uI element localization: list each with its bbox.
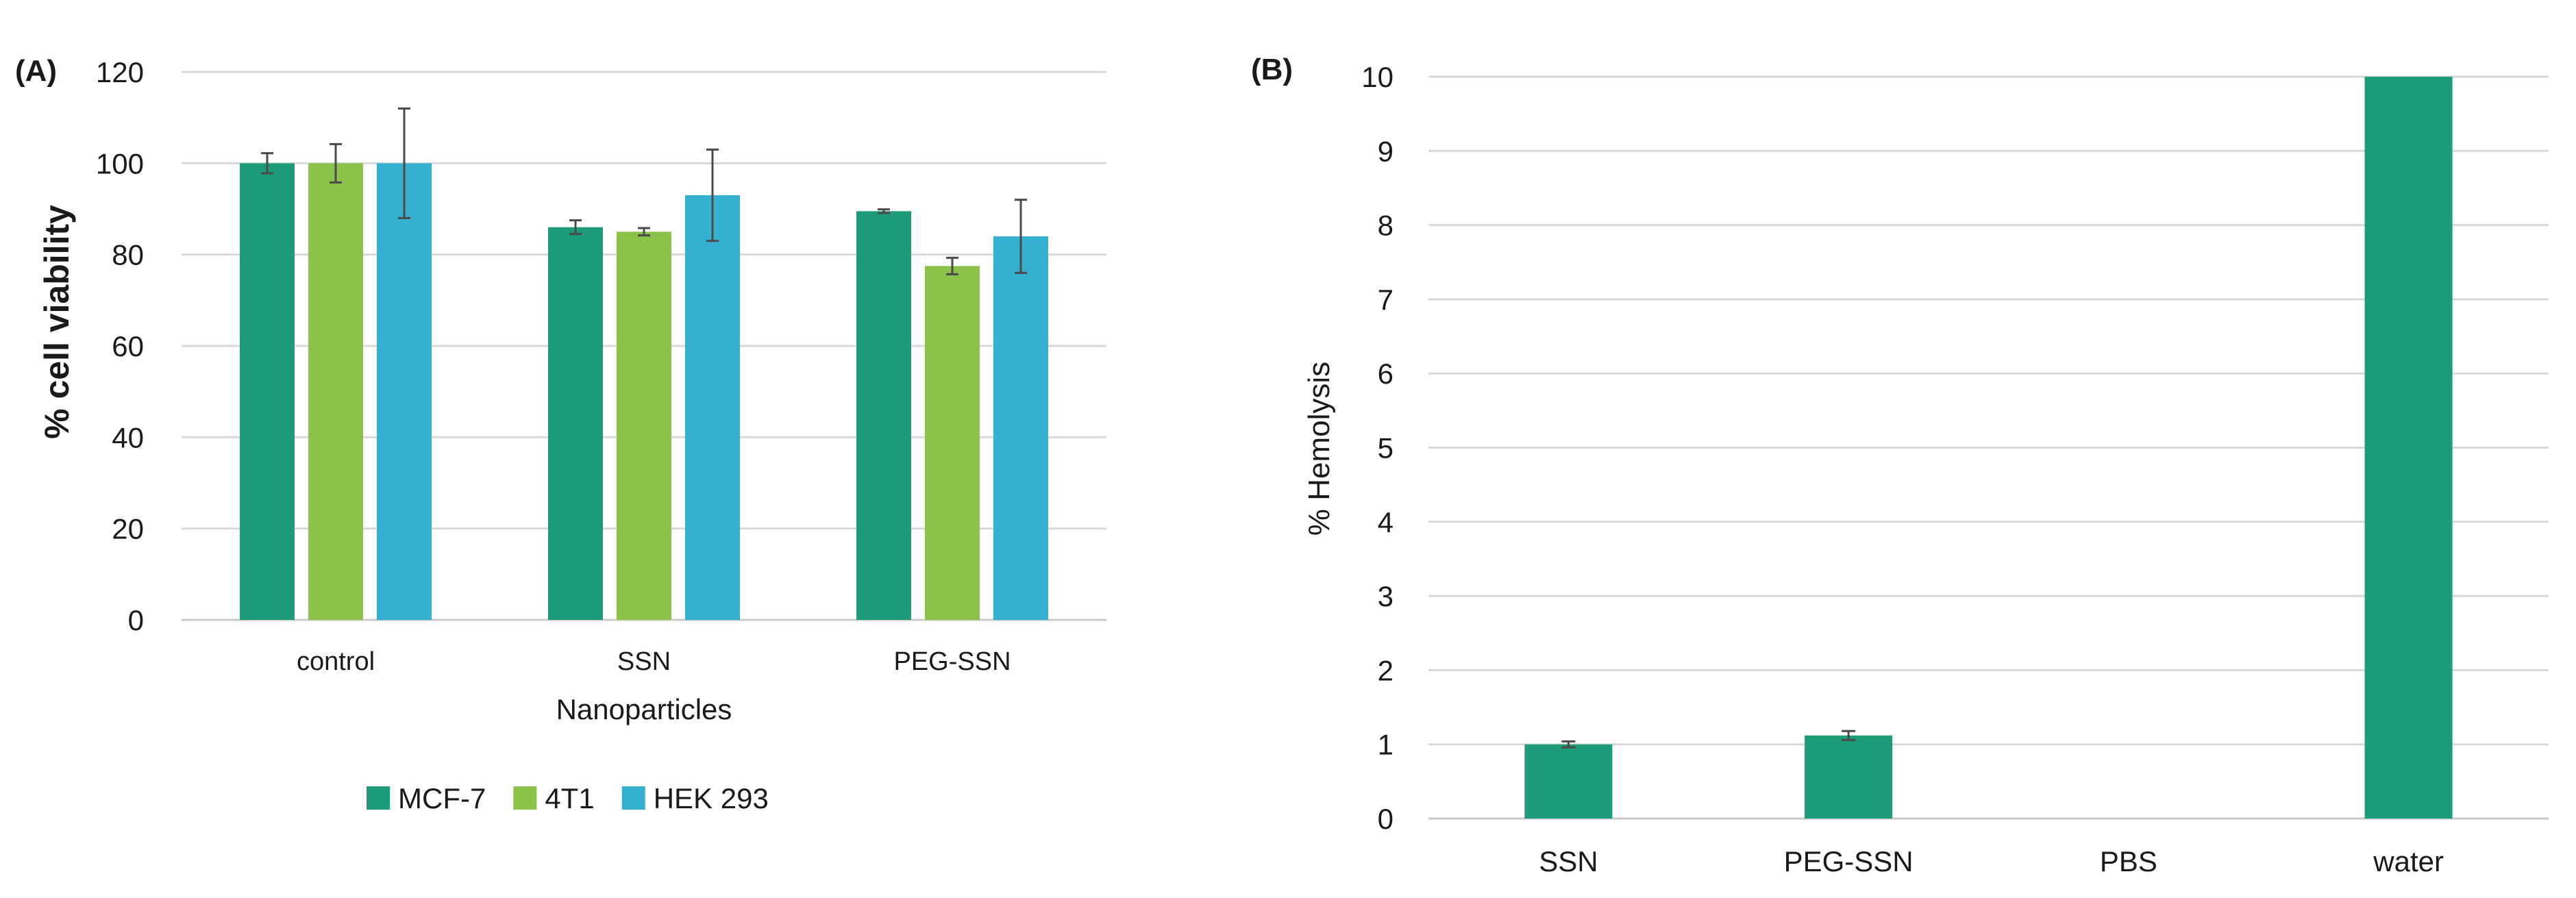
panel-b-bar — [1805, 735, 1893, 819]
panel-a-bar — [377, 163, 432, 621]
panel-b-y-tick-label: 3 — [1378, 580, 1394, 612]
panel-a-legend-label: MCF-7 — [398, 782, 486, 814]
panel-a-legend-label: HEK 293 — [654, 782, 769, 814]
panel-a-y-tick-label: 80 — [112, 239, 144, 271]
panel-a-bar — [548, 227, 603, 621]
panel-a-bar — [308, 163, 363, 621]
panel-a-x-tick-label: SSN — [617, 647, 671, 676]
panel-b-y-tick-label: 4 — [1378, 506, 1394, 538]
panel-b-plot: 0 1 2 3 4 5 6 7 8 9 10 SSN PEG-SSN PBS water — [1361, 61, 2549, 877]
panel-b-y-tick-label: 9 — [1378, 135, 1394, 167]
panel-a-bar — [856, 211, 911, 620]
panel-a-legend-swatch — [621, 786, 645, 810]
panel-b-y-axis-label: % Hemolysis — [1302, 362, 1336, 536]
panel-b-bar — [2364, 77, 2453, 819]
panel-a-y-tick-label: 100 — [96, 147, 144, 179]
panel-a-plot: 0 20 40 60 80 100 120 control SSN PEG-SSN — [96, 56, 1106, 676]
panel-b-y-tick-label: 8 — [1378, 210, 1394, 242]
panel-a-y-axis-label: % cell viability — [38, 205, 76, 439]
panel-a-legend: MCF-7 4T1 HEK 293 — [367, 782, 769, 814]
panel-b-x-tick-label: SSN — [1539, 845, 1598, 877]
panel-a-bar — [240, 163, 295, 621]
panel-b-x-tick-label: PBS — [2100, 845, 2157, 877]
panel-b-y-tick-label: 2 — [1378, 654, 1394, 686]
panel-a-label: (A) — [15, 54, 57, 88]
panel-b-label: (B) — [1251, 53, 1293, 86]
panel-b-bar — [1524, 744, 1613, 819]
panel-a-bar — [925, 266, 980, 620]
panel-b-y-tick-label: 5 — [1378, 432, 1394, 464]
panel-a-legend-label: 4T1 — [545, 782, 594, 814]
panel-a-legend-swatch — [367, 786, 390, 810]
panel-a-x-tick-label: control — [297, 647, 375, 676]
panel-a-x-tick-label: PEG-SSN — [893, 647, 1011, 676]
panel-b-y-tick-label: 1 — [1378, 729, 1394, 761]
panel-a-bar — [685, 195, 740, 620]
panel-b-y-tick-label: 6 — [1378, 358, 1394, 390]
panel-a-y-tick-label: 40 — [112, 421, 144, 453]
panel-b-y-tick-label: 7 — [1378, 284, 1394, 316]
panel-a-y-tick-label: 20 — [112, 513, 144, 545]
panel-a-bar — [617, 232, 671, 620]
panel-b-x-tick-label: water — [2373, 845, 2444, 877]
panel-b-y-tick-label: 0 — [1378, 803, 1394, 835]
panel-a-legend-swatch — [513, 786, 537, 810]
panel-a-y-tick-label: 120 — [96, 56, 144, 88]
panel-b-x-tick-label: PEG-SSN — [1784, 845, 1914, 877]
panel-a-y-tick-label: 60 — [112, 330, 144, 362]
panel-a-y-tick-label: 0 — [128, 604, 144, 636]
panel-a-bar — [993, 236, 1048, 620]
panel-b-y-tick-label: 10 — [1361, 61, 1394, 93]
panel-a-x-axis-label: Nanoparticles — [556, 693, 732, 725]
